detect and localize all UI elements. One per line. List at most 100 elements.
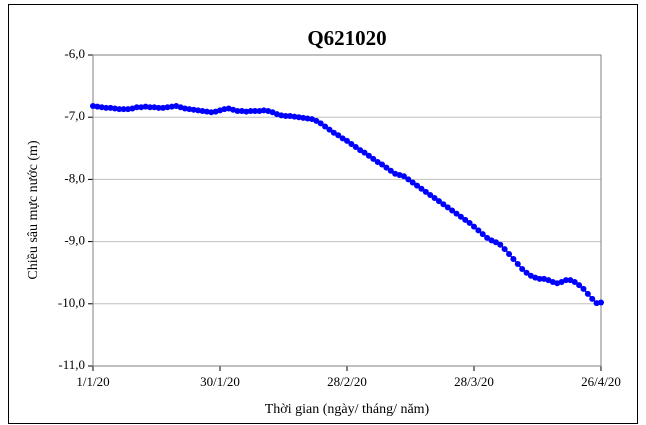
data-point — [576, 282, 583, 289]
data-point — [234, 107, 241, 114]
data-point — [221, 106, 228, 113]
data-point — [195, 107, 202, 114]
data-point — [475, 227, 482, 234]
data-point — [571, 279, 578, 286]
data-point — [260, 107, 267, 114]
data-point — [462, 216, 469, 223]
data-point — [151, 104, 158, 111]
x-axis-label: Thời gian (ngày/ tháng/ năm) — [265, 402, 430, 417]
data-point — [365, 152, 372, 159]
data-point — [536, 275, 543, 282]
data-point — [155, 104, 162, 111]
data-point — [501, 246, 508, 253]
data-point — [418, 185, 425, 192]
y-tick-label: -11,0 — [58, 357, 85, 372]
data-point — [335, 132, 342, 139]
data-point — [160, 104, 167, 111]
data-point — [98, 104, 105, 111]
data-point — [484, 234, 491, 241]
chart-title: Q621020 — [307, 26, 386, 50]
data-point — [492, 239, 499, 246]
data-point — [457, 213, 464, 220]
data-point — [449, 207, 456, 214]
data-point — [444, 204, 451, 211]
data-point — [435, 198, 442, 205]
data-point — [111, 105, 118, 112]
data-point — [278, 112, 285, 119]
data-point — [422, 188, 429, 195]
data-point — [120, 106, 127, 113]
data-point — [466, 219, 473, 226]
data-point — [125, 106, 132, 113]
data-point — [238, 107, 245, 114]
y-tick-label: -9,0 — [64, 233, 85, 248]
data-point — [103, 104, 110, 111]
data-point — [247, 107, 254, 114]
data-point — [584, 290, 591, 297]
data-point — [348, 140, 355, 147]
data-point — [580, 285, 587, 292]
data-point — [497, 241, 504, 248]
data-point — [168, 103, 175, 110]
data-point — [317, 120, 324, 127]
data-point — [510, 256, 517, 263]
x-tick-label: 1/1/20 — [76, 374, 109, 389]
data-point — [479, 231, 486, 238]
data-point — [181, 105, 188, 112]
data-point — [330, 129, 337, 136]
data-point — [322, 123, 329, 130]
data-point — [199, 107, 206, 114]
y-tick-label: -7,0 — [64, 108, 85, 123]
data-point — [514, 260, 521, 267]
data-point — [142, 103, 149, 110]
data-point — [414, 182, 421, 189]
data-point — [357, 147, 364, 154]
data-point — [370, 155, 377, 162]
data-point — [133, 104, 140, 111]
data-point — [186, 106, 193, 113]
data-point — [405, 176, 412, 183]
y-tick-label: -6,0 — [64, 46, 85, 61]
data-point — [208, 109, 215, 116]
data-point — [593, 300, 600, 307]
data-point — [453, 210, 460, 217]
x-tick-label: 26/4/20 — [581, 374, 621, 389]
data-point — [107, 104, 114, 111]
data-point — [295, 114, 302, 121]
y-tick-label: -8,0 — [64, 170, 85, 185]
data-point — [164, 104, 171, 111]
data-point — [90, 103, 96, 110]
data-point — [409, 179, 416, 186]
data-point — [379, 161, 386, 168]
data-point — [252, 107, 259, 114]
y-tick-label: -10,0 — [58, 295, 85, 310]
x-tick-label: 30/1/20 — [200, 374, 240, 389]
data-point — [339, 135, 346, 142]
chart-border — [8, 4, 638, 424]
data-point — [471, 223, 477, 230]
data-point — [519, 265, 526, 272]
data-point — [138, 104, 145, 111]
data-point — [203, 108, 210, 115]
data-point — [361, 149, 368, 156]
data-point — [374, 158, 381, 165]
data-point — [146, 104, 153, 111]
data-point — [400, 173, 407, 180]
data-point — [598, 299, 604, 306]
data-point — [190, 106, 197, 113]
data-point — [589, 295, 596, 302]
data-point — [431, 195, 438, 202]
data-point — [562, 277, 569, 284]
data-point — [387, 167, 394, 174]
data-point — [94, 103, 101, 110]
data-point — [313, 117, 320, 124]
x-tick-label: 28/2/20 — [327, 374, 367, 389]
data-point — [344, 137, 350, 144]
data-point — [383, 164, 390, 171]
data-point — [506, 251, 513, 258]
data-point — [304, 115, 311, 122]
data-point — [427, 191, 434, 198]
data-point — [440, 201, 447, 208]
